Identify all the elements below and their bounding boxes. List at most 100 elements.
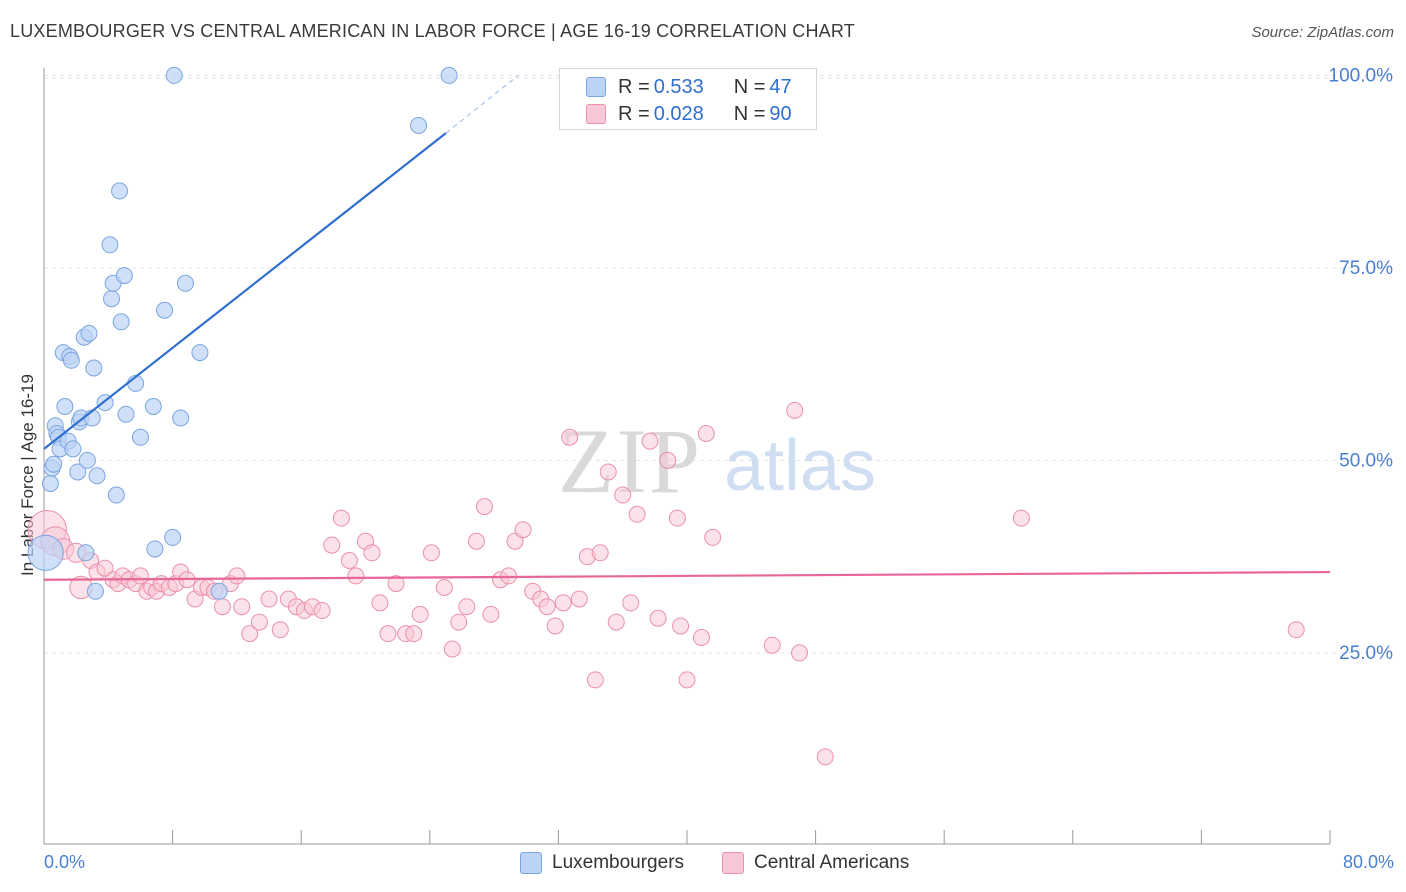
data-point (131, 428, 149, 446)
data-point (27, 534, 64, 571)
data-point (241, 625, 259, 643)
data-point (672, 617, 690, 635)
data-point (86, 582, 104, 600)
data-point (323, 536, 341, 554)
data-point (101, 236, 119, 254)
data-point (340, 552, 358, 569)
data-point (233, 598, 251, 616)
bottom-legend-label: Central Americans (754, 852, 910, 873)
trend-line-luxembourgers-extension (445, 74, 519, 134)
axes (43, 68, 1331, 845)
data-point (228, 567, 246, 585)
legend-n-label: N = (733, 75, 766, 98)
legend-n-value: 90 (769, 102, 792, 125)
data-point (622, 594, 640, 612)
data-point (697, 424, 715, 442)
data-point (379, 625, 397, 643)
data-point (112, 313, 130, 331)
data-point (411, 605, 429, 623)
data-point (271, 621, 289, 639)
data-point (332, 509, 350, 527)
data-point (260, 590, 278, 608)
data-point (678, 671, 696, 689)
data-point (628, 505, 646, 523)
series-luxembourgers (27, 66, 458, 600)
bottom-legend-label: Luxembourgers (552, 852, 685, 873)
bottom-legend: Luxembourgers Central Americans (0, 852, 1406, 878)
data-point (440, 66, 458, 84)
legend-r-label: R = (618, 75, 650, 98)
data-point (363, 544, 381, 562)
data-point (88, 467, 106, 485)
data-point (443, 640, 461, 658)
legend-r-value: 0.533 (653, 75, 704, 98)
data-point (191, 344, 209, 362)
data-point (56, 398, 74, 415)
data-point (80, 324, 98, 342)
bottom-legend-item-luxembourgers: Luxembourgers (520, 852, 684, 874)
data-point (786, 401, 804, 419)
data-point (103, 290, 121, 308)
data-point (816, 748, 834, 766)
data-point (111, 182, 129, 200)
data-point (586, 671, 604, 689)
data-point (146, 540, 164, 558)
legend-n-value: 47 (769, 75, 792, 98)
data-point (649, 609, 667, 627)
data-point (313, 602, 331, 620)
data-point (164, 528, 182, 546)
data-point (467, 532, 485, 550)
data-point (422, 544, 440, 562)
data-point (387, 575, 405, 593)
data-point (371, 594, 389, 612)
y-tick-label: 75.0% (1339, 258, 1393, 279)
data-point (69, 463, 87, 481)
data-point (591, 544, 609, 562)
data-point (668, 509, 686, 527)
data-point (546, 617, 564, 635)
data-point (78, 451, 96, 469)
data-point (506, 532, 524, 550)
y-tick-labels: 25.0% 50.0% 75.0% 100.0% (1329, 65, 1394, 664)
legend-swatch-blue (586, 77, 606, 97)
data-point (210, 582, 228, 600)
legend-r-label: R = (618, 102, 650, 125)
watermark-atlas: atlas (724, 426, 876, 506)
gridlines (44, 74, 1392, 654)
y-tick-label: 50.0% (1339, 450, 1393, 471)
data-point (659, 451, 677, 469)
bottom-legend-item-central-americans: Central Americans (722, 852, 909, 874)
data-point (165, 66, 183, 84)
data-point (607, 613, 625, 631)
data-point (64, 440, 82, 458)
data-point (1287, 621, 1305, 639)
data-point (85, 359, 103, 377)
data-point (176, 274, 194, 292)
legend-n-label: N = (733, 102, 766, 125)
legend-row-central-americans: R = 0.028 N = 90 (586, 102, 792, 125)
data-point (250, 613, 268, 631)
data-point (347, 567, 365, 585)
data-point (475, 498, 493, 516)
data-point (435, 578, 453, 596)
legend-row-luxembourgers: R = 0.533 N = 47 (586, 75, 792, 98)
data-point (599, 463, 617, 481)
data-point (117, 405, 135, 423)
y-tick-label: 100.0% (1329, 65, 1394, 86)
data-point (107, 486, 125, 504)
data-point (83, 409, 101, 427)
data-point (482, 605, 500, 623)
data-point (62, 351, 80, 369)
trend-lines (43, 74, 1331, 581)
x-tick-label-min: 0.0% (44, 852, 86, 872)
data-point (45, 455, 63, 473)
y-tick-label: 25.0% (1339, 643, 1393, 664)
data-point (561, 428, 579, 446)
data-point (450, 613, 468, 631)
source-label: Source: ZipAtlas.com (1251, 24, 1394, 41)
data-point (614, 486, 632, 504)
data-point (704, 528, 722, 546)
legend-swatch-pink (586, 104, 606, 124)
legend-r-value: 0.028 (653, 102, 704, 125)
data-point (156, 301, 174, 319)
